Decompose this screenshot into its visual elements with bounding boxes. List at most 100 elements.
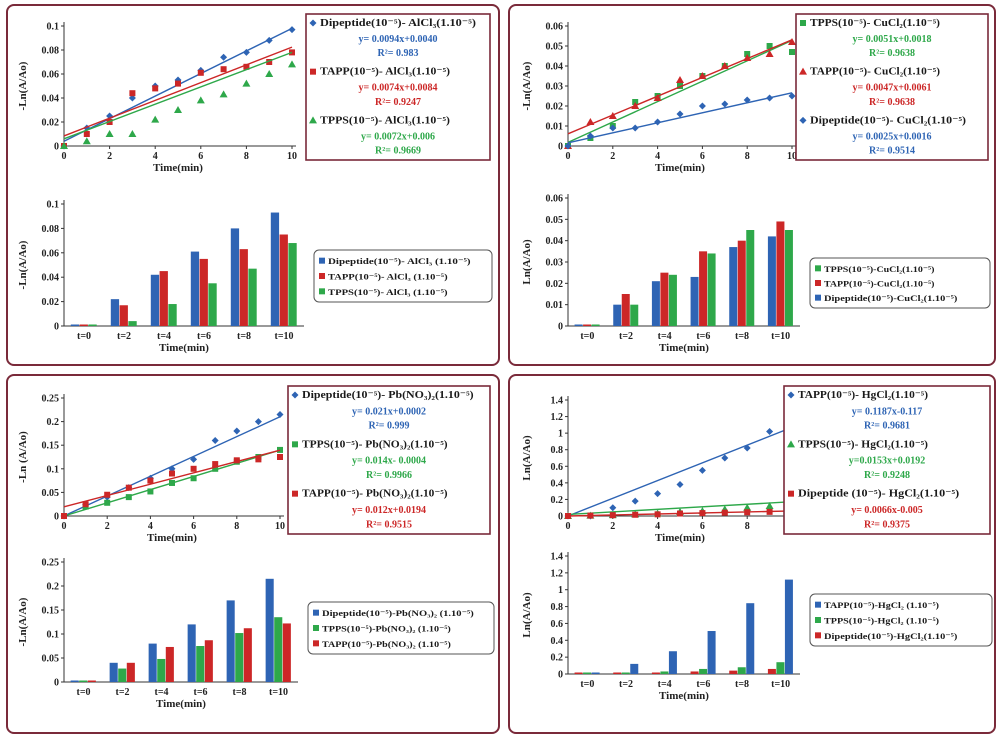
bar [270, 212, 280, 326]
data-point [744, 509, 751, 516]
bar [109, 662, 118, 682]
legend-equation: y=0.0153x+0.0192 [849, 456, 925, 467]
bar [196, 646, 205, 682]
bar [187, 624, 196, 682]
data-point [220, 53, 228, 61]
legend-marker [787, 440, 795, 448]
x-axis-label: Time(min) [659, 690, 709, 702]
legend-series-name: TAPP(10⁻⁵)- Pb(NO₃)₂(1.10⁻⁵) [302, 489, 448, 500]
legend-r2: R²= 0.9638 [869, 97, 915, 108]
y-tick-label: 0.04 [546, 236, 564, 247]
data-point [254, 418, 262, 426]
y-tick-label: 0.02 [42, 118, 60, 129]
bar [243, 628, 252, 682]
data-point [677, 510, 683, 517]
y-tick-label: 0.4 [551, 636, 564, 647]
data-point [277, 446, 283, 453]
y-tick-label: 0 [558, 512, 563, 523]
data-point [743, 503, 752, 511]
bar [150, 274, 160, 326]
legend-series-name: TAPP(10⁻⁵)-CuCl₂(1.10⁻⁵) [824, 279, 935, 289]
y-tick-label: 0.15 [42, 606, 60, 617]
x-category-label: t=10 [771, 679, 790, 690]
y-tick-label: 0.2 [47, 417, 60, 428]
legend-series-name: TPPS(10⁻⁵)-Pb(NO₃)₂ (1.10⁻⁵) [322, 624, 451, 634]
x-category-label: t=2 [619, 679, 633, 690]
y-tick-label: 0.25 [42, 558, 60, 569]
bar [746, 603, 755, 674]
y-axis-label: Ln(A/Ao) [521, 435, 533, 481]
legend-series-name: Dipeptide(10⁻⁵)-HgCl₂(1.10⁻⁵) [824, 631, 958, 641]
y-tick-label: 0.08 [42, 46, 60, 57]
x-tick-label: 0 [566, 151, 571, 162]
legend-marker [787, 391, 795, 399]
bar [148, 643, 157, 682]
y-axis-label: -Ln (A/Ao) [17, 431, 29, 483]
data-point [243, 63, 250, 70]
x-category-label: t=0 [580, 331, 594, 342]
y-tick-label: 0 [54, 678, 59, 689]
data-point [61, 513, 67, 519]
bar [690, 276, 699, 326]
panel-alcl3: 0 0.02 0.04 0.06 0.08 0.1 0 2 4 6 8 10 Time(min) -Ln(… [6, 4, 500, 366]
bar [288, 243, 297, 326]
data-point [677, 83, 683, 89]
y-tick-label: 1.4 [551, 396, 564, 407]
y-tick-label: 0.05 [42, 654, 60, 665]
y-tick-label: 0.4 [551, 478, 564, 489]
legend-series-name: Dipeptide(10⁻⁵)-CuCl₂(1.10⁻⁵) [824, 293, 958, 303]
bar [699, 251, 708, 326]
y-tick-label: 0.05 [546, 215, 564, 226]
data-point [242, 79, 251, 87]
data-point [233, 427, 241, 435]
bar [591, 672, 600, 674]
bar [737, 240, 746, 326]
data-point [60, 142, 68, 149]
data-point [632, 99, 639, 105]
data-point [233, 457, 240, 464]
legend-swatch [815, 617, 821, 623]
bar [591, 324, 600, 326]
legend-marker [292, 441, 298, 448]
data-point [765, 502, 774, 510]
bar [70, 680, 79, 682]
bar [690, 671, 699, 674]
legend-r2: R²= 0.9514 [869, 146, 915, 157]
y-tick-label: 0 [558, 142, 563, 153]
legend-box [287, 385, 491, 535]
bar [729, 670, 738, 674]
data-point [276, 411, 284, 419]
trendline [567, 426, 793, 517]
data-point [586, 118, 595, 125]
legend-swatch [815, 294, 821, 301]
panel-pbno32: 0 0.05 0.1 0.15 0.2 0.25 0 2 4 6 8 10 Time(min) -Ln (… [6, 374, 500, 734]
x-tick-label: 0 [62, 521, 67, 532]
x-tick-label: 4 [148, 521, 153, 532]
data-point [698, 466, 706, 474]
x-axis-label: Time(min) [153, 162, 203, 174]
panel-cucl2: 0 0.01 0.02 0.03 0.04 0.05 0.06 0 2 4 6 8 10 Time(min… [508, 4, 996, 366]
bar [767, 236, 776, 326]
y-tick-label: 0.25 [42, 394, 60, 405]
data-point [288, 26, 296, 34]
legend-r2: R²= 0.9669 [375, 146, 421, 157]
y-tick-label: 1 [558, 429, 563, 440]
y-tick-label: 0.2 [551, 495, 564, 506]
legend-box [307, 601, 495, 655]
y-tick-label: 0.03 [546, 258, 564, 269]
data-point [190, 455, 198, 463]
x-category-label: t=2 [115, 687, 129, 698]
trendline [63, 46, 293, 137]
y-tick-label: 0.01 [546, 300, 564, 311]
y-tick-label: 1 [558, 585, 563, 596]
data-point [565, 513, 571, 519]
x-tick-label: 6 [700, 151, 705, 162]
bar [776, 662, 785, 674]
bar [226, 600, 235, 682]
legend-swatch [313, 625, 319, 631]
legend-marker [309, 19, 317, 27]
bar [651, 672, 660, 674]
x-category-label: t=8 [237, 331, 251, 342]
legend-series-name: Dipeptide(10⁻⁵)- CuCl₂(1.10⁻⁵) [810, 115, 966, 126]
x-tick-label: 8 [234, 521, 239, 532]
